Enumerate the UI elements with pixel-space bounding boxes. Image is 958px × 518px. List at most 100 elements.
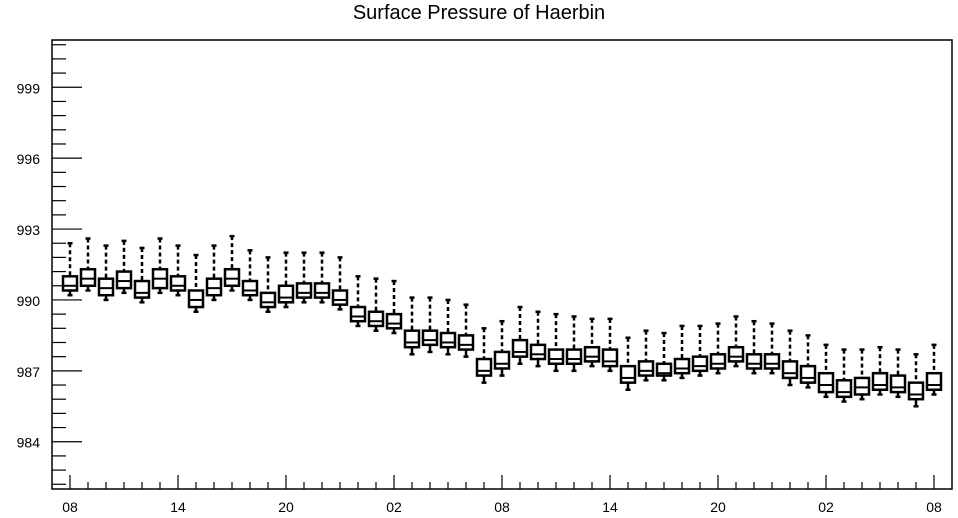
box-body (853, 376, 871, 396)
box-body (61, 275, 79, 292)
box-item (241, 249, 259, 302)
y-tick-label: 996 (17, 151, 41, 167)
x-tick-label: 02 (386, 499, 402, 515)
y-tick-label: 984 (17, 435, 41, 451)
box-body (259, 291, 277, 309)
x-tick-label: 08 (926, 499, 942, 515)
box-item (331, 256, 349, 311)
chart-title: Surface Pressure of Haerbin (352, 2, 606, 24)
box-item (565, 315, 583, 373)
box-item (151, 237, 169, 295)
box-body (403, 329, 421, 349)
box-body (367, 310, 385, 328)
box-body (763, 353, 781, 370)
x-tick-label: 08 (62, 499, 78, 515)
box-body (583, 345, 601, 363)
box-item (385, 279, 403, 335)
box-body (97, 277, 115, 297)
box-body (205, 277, 223, 297)
box-item (619, 336, 637, 391)
box-item (133, 246, 151, 304)
box-body (727, 345, 745, 363)
box-item (601, 317, 619, 373)
box-body (457, 334, 475, 351)
box-item (421, 296, 439, 354)
y-tick-label: 993 (17, 222, 41, 238)
box-item (637, 329, 655, 382)
box-body (133, 279, 151, 299)
box-body (475, 357, 493, 377)
box-body (277, 284, 295, 304)
box-item (547, 312, 565, 373)
box-item (529, 310, 547, 368)
box-body (655, 362, 673, 377)
axis-ticks (52, 44, 935, 489)
box-body (439, 331, 457, 349)
x-tick-label: 14 (602, 499, 618, 515)
x-tick-label: 02 (818, 499, 834, 515)
box-item (871, 345, 889, 396)
box-body (187, 289, 205, 309)
x-tick-label: 20 (278, 499, 294, 515)
box-item (493, 319, 511, 377)
box-body (889, 374, 907, 394)
y-tick-label: 987 (17, 364, 41, 380)
box-body (529, 343, 547, 361)
box-item (187, 253, 205, 314)
y-tick-label: 999 (17, 80, 41, 96)
box-body (547, 348, 565, 366)
box-item (907, 353, 925, 408)
x-tick-label: 08 (494, 499, 510, 515)
box-body (691, 355, 709, 373)
box-series (61, 234, 943, 408)
box-body (925, 371, 943, 391)
x-tick-label: 20 (710, 499, 726, 515)
box-body (223, 267, 241, 288)
box-item (457, 303, 475, 358)
axis-labels: 984 987 990 993 996 999 08 14 20 02 08 14 20 02 08 (17, 80, 942, 515)
box-body (511, 338, 529, 358)
box-body (349, 305, 367, 323)
box-item (745, 319, 763, 375)
box-body (169, 275, 187, 292)
box-item (475, 327, 493, 384)
box-item (583, 317, 601, 368)
box-body (241, 279, 259, 297)
box-item (709, 322, 727, 375)
box-item (349, 275, 367, 328)
plot-frame (51, 39, 953, 490)
box-item (781, 329, 799, 387)
box-item (169, 244, 187, 297)
box-body (907, 381, 925, 401)
box-item (313, 251, 331, 304)
box-item (61, 241, 79, 297)
box-item (655, 331, 673, 382)
box-item (835, 348, 853, 403)
box-item (97, 244, 115, 302)
box-body (565, 348, 583, 366)
y-tick-label: 990 (17, 293, 41, 309)
box-body (817, 371, 835, 394)
box-item (799, 334, 817, 389)
box-item (259, 256, 277, 314)
box-item (853, 348, 871, 401)
box-body (313, 282, 331, 299)
box-item (115, 239, 133, 295)
box-item (277, 251, 295, 309)
box-body (745, 353, 763, 370)
box-body (871, 371, 889, 391)
box-body (781, 360, 799, 380)
box-item (367, 277, 385, 332)
box-body (835, 379, 853, 399)
box-item (889, 348, 907, 399)
box-body (673, 357, 691, 375)
box-body (385, 312, 403, 330)
box-item (295, 251, 313, 304)
box-body (619, 364, 637, 384)
box-item (817, 343, 835, 399)
box-body (799, 364, 817, 384)
box-body (493, 350, 511, 370)
box-item (205, 244, 223, 302)
box-item (439, 298, 457, 356)
